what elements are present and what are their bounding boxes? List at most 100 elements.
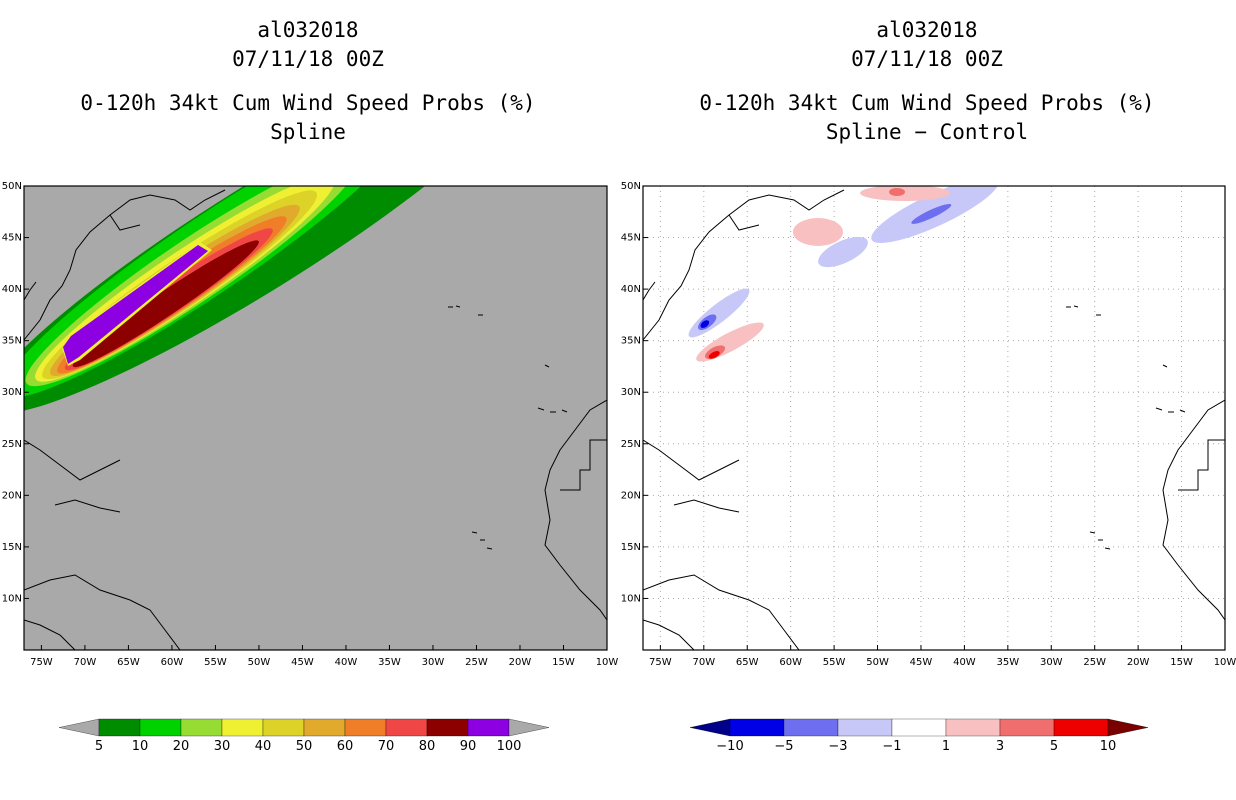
left-map-frame — [23, 185, 608, 651]
right-storm-id: al032018 — [876, 18, 978, 42]
right-gridlines — [643, 186, 1225, 650]
right-difference-field — [688, 186, 999, 362]
right-colorbar-swatch — [729, 718, 785, 737]
right-colorbar-swatch — [783, 718, 839, 737]
right-map: 10N 15N 20N 25N 30N 35N 40N 45N 50N 75W 70W 65W 60W 5… — [621, 181, 1236, 668]
right-lon-label: 25W — [1083, 657, 1106, 668]
right-lat-label: 50N — [621, 181, 641, 192]
right-colorbar-low-extension — [689, 718, 731, 737]
right-datetime: 07/11/18 00Z — [851, 47, 1003, 71]
right-colorbar-swatch — [891, 718, 947, 737]
left-lon-label: 20W — [509, 657, 532, 668]
left-colorbar-label: 30 — [214, 739, 231, 754]
left-lat-label: 20N — [2, 490, 22, 501]
left-lat-label: 10N — [2, 593, 22, 604]
left-lat-label: 50N — [2, 181, 22, 192]
left-colorbar-label: 40 — [255, 739, 272, 754]
left-lat-label: 15N — [2, 542, 22, 553]
right-lon-label: 55W — [823, 657, 846, 668]
left-lat-label: 30N — [2, 387, 22, 398]
left-lon-label: 60W — [161, 657, 184, 668]
left-colorbar-swatch — [344, 718, 387, 737]
left-lon-label: 30W — [422, 657, 445, 668]
right-colorbar-swatch — [999, 718, 1055, 737]
left-lon-label: 35W — [378, 657, 401, 668]
left-colorbar-label: 80 — [419, 739, 436, 754]
right-lon-label: 40W — [953, 657, 976, 668]
right-lat-label: 40N — [621, 284, 641, 295]
right-subtitle: Spline − Control — [825, 120, 1029, 144]
right-lat-label: 15N — [621, 542, 641, 553]
left-colorbar-low-extension — [58, 718, 100, 737]
right-lon-label: 45W — [910, 657, 933, 668]
right-colorbar-label: 10 — [1100, 739, 1117, 754]
right-panel-title: al032018 07/11/18 00Z 0-120h 34kt Cum Wi… — [627, 16, 1227, 147]
right-product-title: 0-120h 34kt Cum Wind Speed Probs (%) — [699, 91, 1155, 115]
right-lon-label: 30W — [1040, 657, 1063, 668]
right-lon-label: 20W — [1127, 657, 1150, 668]
right-lon-label: 70W — [692, 657, 715, 668]
left-storm-id: al032018 — [257, 18, 359, 42]
left-colorbar-label: 70 — [378, 739, 395, 754]
left-colorbar-label: 60 — [337, 739, 354, 754]
right-colorbar-label: 1 — [942, 739, 950, 754]
left-axis-ticks: 10N 15N 20N 25N 30N 35N 40N 45N 50N 75W 70W 65W 60W 5… — [2, 181, 619, 668]
right-lat-label: 45N — [621, 233, 641, 244]
right-colorbar-label: −5 — [774, 739, 793, 754]
right-map-frame — [642, 185, 1226, 651]
right-colorbar-swatch — [837, 718, 893, 737]
diff-positive-track-core — [708, 351, 720, 359]
right-colorbar: −10 −5 −3 −1 1 3 5 10 — [689, 718, 1149, 754]
left-coastlines — [24, 189, 607, 650]
right-lat-label: 35N — [621, 336, 641, 347]
right-lat-label: 30N — [621, 387, 641, 398]
right-colorbar-label: −1 — [882, 739, 901, 754]
right-colorbar-swatch — [1053, 718, 1109, 737]
left-colorbar-swatch — [262, 718, 305, 737]
right-axis-ticks: 10N 15N 20N 25N 30N 35N 40N 45N 50N 75W 70W 65W 60W 5… — [621, 181, 1236, 668]
left-lon-label: 15W — [552, 657, 575, 668]
left-colorbar-swatch — [221, 718, 264, 737]
diff-negative-east — [818, 236, 868, 268]
left-colorbar-high-extension — [508, 718, 550, 737]
diff-positive-east — [793, 218, 843, 246]
left-datetime: 07/11/18 00Z — [232, 47, 384, 71]
right-colorbar-label: −10 — [716, 739, 743, 754]
left-colorbar-label: 50 — [296, 739, 313, 754]
prob-contour-80 — [72, 240, 259, 368]
left-lon-label: 25W — [465, 657, 488, 668]
diff-positive-north — [860, 186, 950, 201]
left-lon-label: 70W — [74, 657, 97, 668]
diff-negative-track-core — [700, 320, 710, 328]
prob-contour-100 — [63, 245, 208, 364]
left-subtitle: Spline — [270, 120, 346, 144]
left-product-title: 0-120h 34kt Cum Wind Speed Probs (%) — [80, 91, 536, 115]
left-colorbar-swatch — [426, 718, 469, 737]
right-lat-label: 25N — [621, 439, 641, 450]
left-lat-label: 40N — [2, 284, 22, 295]
left-lat-label: 25N — [2, 439, 22, 450]
diff-negative-north-core — [911, 203, 952, 224]
left-colorbar-label: 100 — [497, 739, 522, 754]
right-lat-label: 10N — [621, 593, 641, 604]
left-colorbar-label: 10 — [132, 739, 149, 754]
right-lon-label: 50W — [866, 657, 889, 668]
left-colorbar-swatch — [303, 718, 346, 737]
left-probability-swath — [24, 186, 531, 414]
left-map: 10N 15N 20N 25N 30N 35N 40N 45N 50N 75W 70W 65W 60W 5… — [2, 181, 619, 668]
right-lon-label: 35W — [997, 657, 1020, 668]
right-lon-label: 60W — [779, 657, 802, 668]
right-lat-label: 20N — [621, 490, 641, 501]
left-colorbar-label: 5 — [95, 739, 103, 754]
right-colorbar-label: 3 — [996, 739, 1004, 754]
left-lon-label: 10W — [596, 657, 619, 668]
right-coastlines — [643, 189, 1225, 650]
left-colorbar-label: 90 — [460, 739, 477, 754]
left-colorbar-swatch — [139, 718, 182, 737]
right-lon-label: 65W — [736, 657, 759, 668]
right-colorbar-high-extension — [1107, 718, 1149, 737]
right-colorbar-label: 5 — [1050, 739, 1058, 754]
left-lat-label: 35N — [2, 336, 22, 347]
left-colorbar-swatch — [98, 718, 141, 737]
left-lon-label: 45W — [291, 657, 314, 668]
